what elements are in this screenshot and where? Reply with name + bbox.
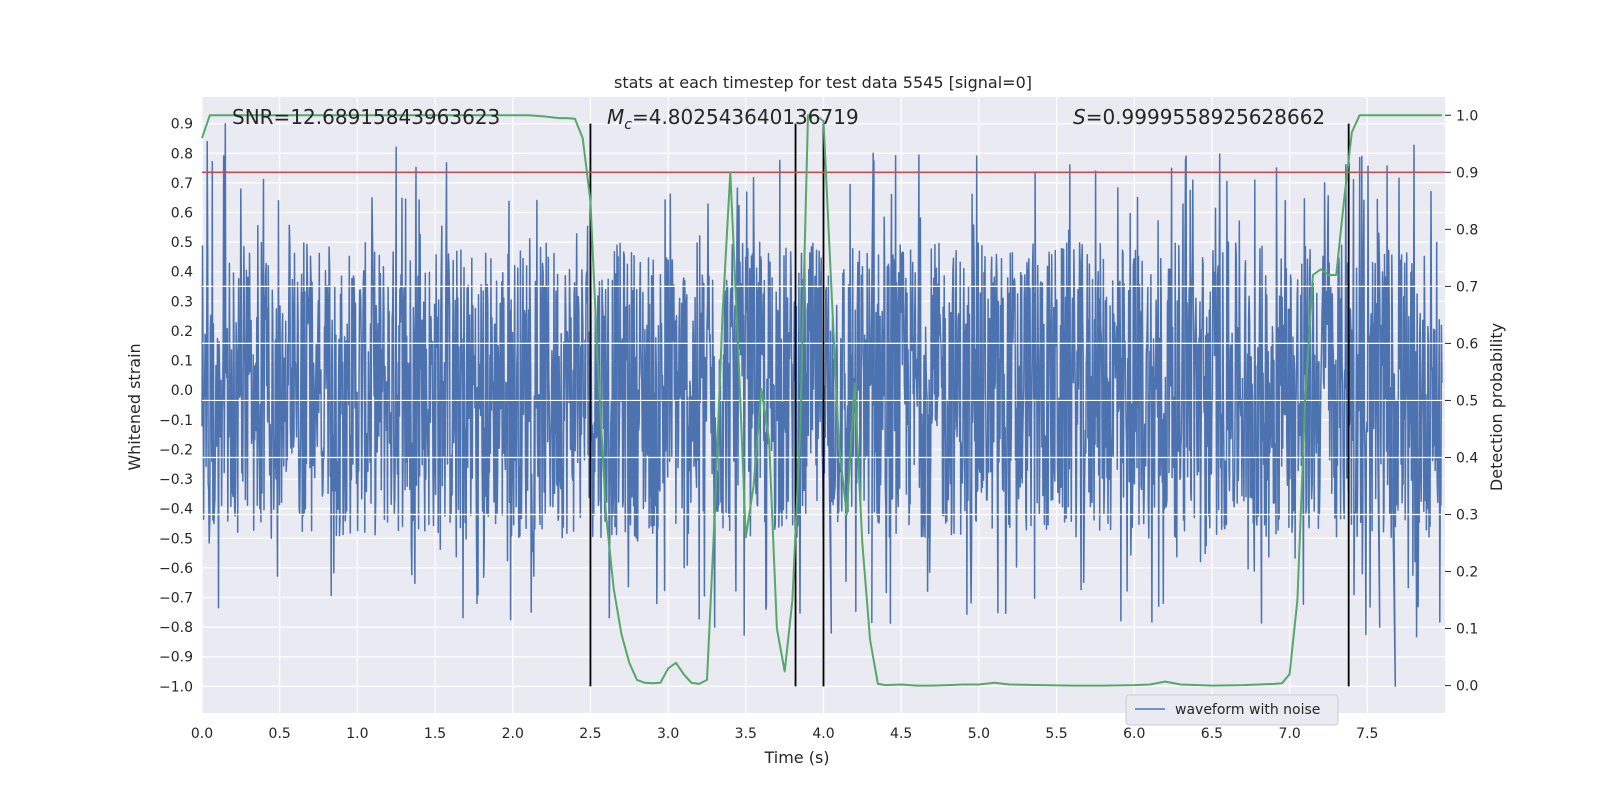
y-left-tick-label: 0.2	[171, 324, 193, 340]
s-annotation: S=0.9999558925628662	[1073, 105, 1325, 129]
x-axis-label: Time (s)	[763, 748, 829, 767]
y-left-tick-label: −0.2	[159, 442, 193, 458]
x-tick-label: 5.5	[1045, 726, 1067, 742]
y-right-tick-label: 0.8	[1456, 222, 1478, 238]
y-right-tick-label: 0.9	[1456, 165, 1478, 181]
legend-entry-waveform: waveform with noise	[1175, 702, 1320, 718]
y-left-tick-label: 0.8	[171, 146, 193, 162]
y-right-tick-label: 1.0	[1456, 108, 1478, 124]
x-tick-labels: 0.0 0.5 1.0 1.5 2.0 2.5 3.0 3.5 4.0 4.5 5.0 5.5 6.0 6…	[191, 726, 1379, 742]
y-left-tick-label: −0.3	[159, 472, 193, 488]
x-tick-label: 3.0	[657, 726, 679, 742]
probability-line	[201, 114, 1442, 687]
y-left-tick-label: 0.5	[171, 235, 193, 251]
x-tick-label: 6.0	[1123, 726, 1145, 742]
x-tick-label: 0.5	[269, 726, 291, 742]
y-right-tick-label: 0.7	[1456, 279, 1478, 295]
mc-annotation: Mc=4.802543640136719	[607, 105, 859, 133]
y-left-tick-label: 0.9	[171, 117, 193, 133]
y-left-tick-label: 0.4	[171, 265, 193, 281]
legend-box	[1125, 694, 1339, 726]
y-left-tick-label: −0.7	[159, 591, 193, 607]
y-left-tick-label: −0.1	[159, 413, 193, 429]
y-left-tick-label: 0.3	[171, 294, 193, 310]
y-axis-label-right: Detection probability	[1487, 323, 1506, 491]
y-right-tick-label: 0.3	[1456, 508, 1478, 524]
y-left-tick-label: 0.7	[171, 176, 193, 192]
y-right-tick-label: 0.4	[1456, 450, 1478, 466]
y-axis-label-left: Whitened strain	[125, 343, 144, 470]
x-tick-label: 2.0	[502, 726, 524, 742]
y-left-tick-label: −1.0	[159, 679, 193, 695]
x-tick-label: 0.0	[191, 726, 213, 742]
y-right-tick-label: 0.5	[1456, 393, 1478, 409]
y-left-tick-label: 0.1	[171, 354, 193, 370]
x-tick-label: 4.5	[890, 726, 912, 742]
chart-title: stats at each timestep for test data 554…	[614, 73, 1032, 92]
y-left-tick-labels: 0.9 0.8 0.7 0.6 0.5 0.4 0.3 0.2 0.1 0.0 −0.1 −0.2 −0…	[159, 117, 193, 696]
x-tick-label: 3.5	[735, 726, 757, 742]
y-left-tick-label: −0.4	[159, 502, 193, 518]
y-left-tick-label: −0.6	[159, 561, 193, 577]
y-right-tick-label: 0.1	[1456, 622, 1478, 638]
legend: waveform with noise	[1125, 694, 1339, 726]
y-left-tick-label: −0.8	[159, 620, 193, 636]
probability-series	[201, 114, 1442, 687]
y-left-tick-label: −0.9	[159, 650, 193, 666]
waveform-line	[201, 122, 1443, 688]
y-right-tick-labels: 1.0 0.9 0.8 0.7 0.6 0.5 0.4 0.3 0.2 0.1 0.0	[1445, 108, 1478, 695]
x-tick-label: 1.0	[346, 726, 368, 742]
x-tick-label: 1.5	[424, 726, 446, 742]
y-left-tick-label: −0.5	[159, 531, 193, 547]
y-right-tick-label: 0.0	[1456, 679, 1478, 695]
x-tick-label: 7.5	[1356, 726, 1378, 742]
y-left-tick-label: 0.6	[171, 206, 193, 222]
y-right-tick-label: 0.6	[1456, 336, 1478, 352]
x-tick-label: 4.0	[812, 726, 834, 742]
y-left-tick-label: 0.0	[171, 383, 193, 399]
x-tick-label: 5.0	[968, 726, 990, 742]
snr-annotation: SNR=12.68915843963623	[232, 105, 500, 129]
x-tick-label: 6.5	[1201, 726, 1223, 742]
x-tick-label: 7.0	[1278, 726, 1300, 742]
y-right-tick-label: 0.2	[1456, 565, 1478, 581]
x-tick-label: 2.5	[579, 726, 601, 742]
